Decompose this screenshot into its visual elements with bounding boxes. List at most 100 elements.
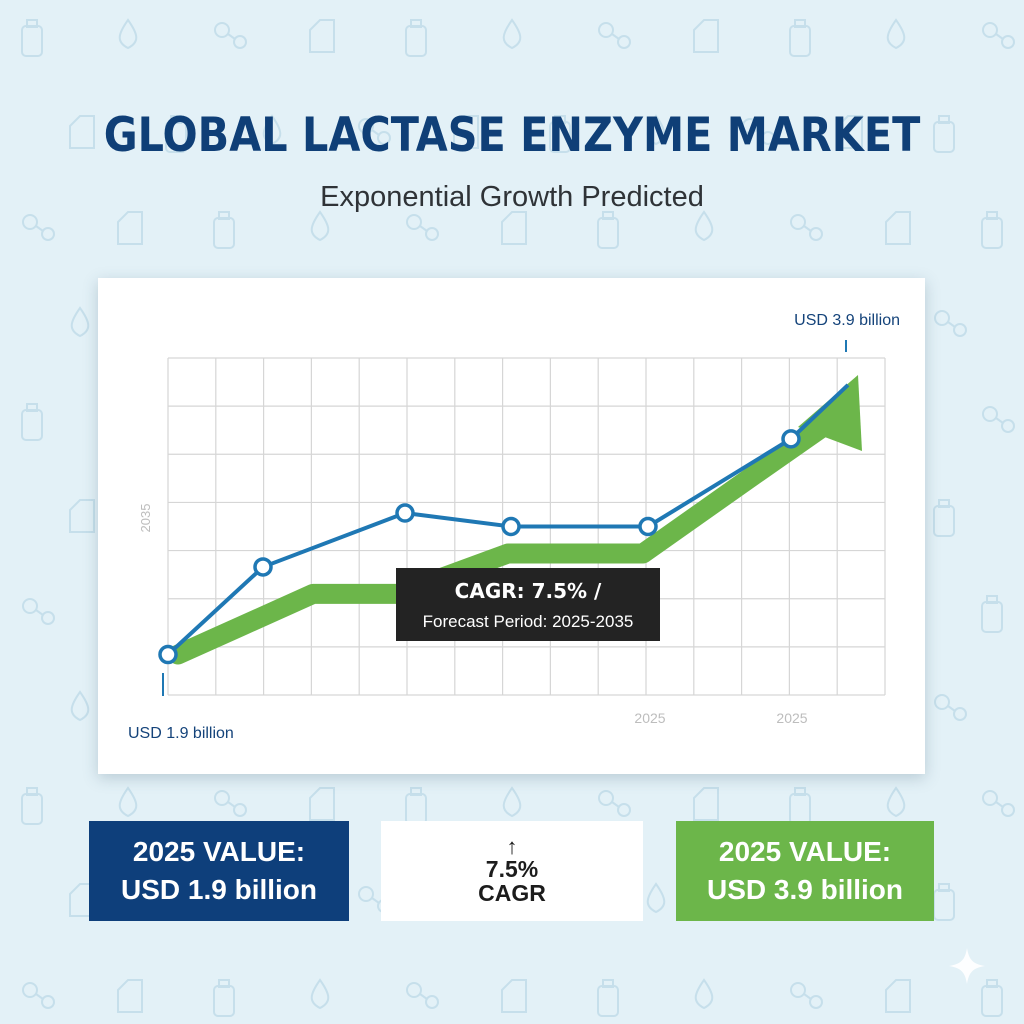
molecule-bond-doodle: [947, 321, 956, 328]
drop-doodle-icon: [886, 18, 906, 50]
data-point-marker: [501, 516, 521, 537]
molecule-doodle-icon: [1001, 35, 1015, 49]
milk-carton-doodle-icon: [117, 979, 143, 1013]
milk-carton-doodle-icon: [885, 211, 911, 245]
line-chart: CAGR: 7.5% / Forecast Period: 2025-2035 U…: [128, 312, 900, 742]
bottle-cap-doodle-icon: [26, 787, 38, 796]
bottle-doodle-icon: [597, 985, 619, 1017]
molecule-doodle-icon: [790, 214, 806, 230]
molecule-doodle-icon: [41, 611, 55, 625]
drop-doodle-icon: [310, 210, 330, 242]
chart-labels: USD 1.9 billion USD 3.9 billion 2035 2025 20…: [128, 312, 900, 742]
bottle-cap-doodle-icon: [986, 595, 998, 604]
cagr-card-percent: 7.5%: [485, 856, 539, 882]
molecule-doodle-icon: [617, 803, 631, 817]
series-line-layer: [158, 340, 850, 696]
drop-doodle-icon: [646, 882, 666, 914]
molecule-doodle-icon: [1001, 419, 1015, 433]
molecule-doodle-icon: [598, 790, 614, 806]
bottle-doodle-icon: [981, 217, 1003, 249]
bottle-cap-doodle-icon: [170, 115, 182, 124]
end-value-label: USD 3.9 billion: [794, 312, 900, 329]
cagr-annotation: CAGR: 7.5% / Forecast Period: 2025-2035: [396, 568, 660, 641]
bottle-cap-doodle-icon: [602, 211, 614, 220]
data-point-marker: [158, 644, 178, 665]
molecule-bond-doodle: [995, 801, 1004, 808]
milk-carton-doodle-icon: [885, 979, 911, 1013]
molecule-bond-doodle: [371, 897, 380, 904]
molecule-doodle-icon: [358, 118, 374, 134]
molecule-bond-doodle: [755, 129, 764, 136]
bottle-cap-doodle-icon: [410, 19, 422, 28]
molecule-doodle-icon: [982, 790, 998, 806]
bottle-cap-doodle-icon: [26, 19, 38, 28]
drop-doodle-icon: [886, 786, 906, 818]
milk-carton-doodle-icon: [693, 787, 719, 821]
bottle-cap-doodle-icon: [794, 787, 806, 796]
molecule-doodle-icon: [358, 886, 374, 902]
end-value-card: 2025 VALUE: USD 3.9 billion: [676, 821, 934, 921]
bottle-doodle-icon: [933, 505, 955, 537]
trend-line: [168, 402, 853, 665]
bottle-doodle-icon: [405, 793, 427, 825]
molecule-doodle-icon: [809, 227, 823, 241]
molecule-bond-doodle: [611, 33, 620, 40]
molecule-doodle-icon: [598, 22, 614, 38]
page-subtitle: Exponential Growth Predicted: [320, 181, 704, 213]
arrow-up-icon: ↑: [506, 834, 518, 859]
molecule-doodle-icon: [1001, 803, 1015, 817]
molecule-bond-doodle: [227, 33, 236, 40]
bottle-cap-doodle-icon: [986, 211, 998, 220]
molecule-bond-doodle: [419, 225, 428, 232]
bottle-cap-doodle-icon: [938, 883, 950, 892]
molecule-doodle-icon: [406, 982, 422, 998]
molecule-bond-doodle: [995, 33, 1004, 40]
cagr-annotation-title: CAGR: 7.5% /: [455, 579, 602, 603]
drop-doodle-icon: [262, 114, 282, 146]
milk-carton-doodle-icon: [309, 19, 335, 53]
molecule-doodle-icon: [934, 694, 950, 710]
trend-layer: [168, 374, 862, 665]
molecule-bond-doodle: [227, 801, 236, 808]
molecule-doodle-icon: [953, 707, 967, 721]
milk-carton-doodle-icon: [501, 211, 527, 245]
molecule-doodle-icon: [809, 995, 823, 1009]
bottle-doodle-icon: [405, 25, 427, 57]
end-value-card-amount: USD 3.9 billion: [706, 874, 904, 905]
page-title: GLOBAL LACTASE ENZYME MARKET: [103, 108, 921, 163]
bottle-doodle-icon: [21, 409, 43, 441]
bottle-doodle-icon: [213, 985, 235, 1017]
milk-carton-doodle-icon: [117, 211, 143, 245]
molecule-doodle-icon: [377, 131, 391, 145]
sparkle-icon: [949, 948, 985, 984]
molecule-doodle-icon: [406, 214, 422, 230]
drop-doodle-icon: [70, 306, 90, 338]
bottle-cap-doodle-icon: [218, 979, 230, 988]
molecule-doodle-icon: [41, 995, 55, 1009]
data-point-marker: [638, 516, 658, 537]
molecule-doodle-icon: [425, 995, 439, 1009]
molecule-doodle-icon: [425, 227, 439, 241]
molecule-doodle-icon: [41, 227, 55, 241]
trend-arrowhead-icon: [798, 374, 862, 451]
bottle-doodle-icon: [789, 25, 811, 57]
drop-doodle-icon: [118, 786, 138, 818]
milk-carton-doodle-icon: [501, 979, 527, 1013]
molecule-bond-doodle: [371, 129, 380, 136]
molecule-doodle-icon: [790, 982, 806, 998]
molecule-doodle-icon: [233, 35, 247, 49]
bottle-cap-doodle-icon: [26, 403, 38, 412]
x-axis-tick-label: 2025: [776, 710, 807, 726]
molecule-doodle-icon: [22, 982, 38, 998]
bottle-doodle-icon: [981, 985, 1003, 1017]
molecule-doodle-icon: [982, 22, 998, 38]
drop-doodle-icon: [118, 18, 138, 50]
cagr-annotation-subtitle: Forecast Period: 2025-2035: [423, 612, 634, 631]
x-axis-tick-label: 2025: [634, 710, 665, 726]
data-point-marker: [253, 557, 273, 577]
milk-carton-doodle-icon: [453, 115, 479, 149]
bottle-cap-doodle-icon: [794, 19, 806, 28]
start-value-card: 2025 VALUE: USD 1.9 billion: [89, 821, 349, 921]
milk-carton-doodle-icon: [693, 19, 719, 53]
molecule-doodle-icon: [982, 406, 998, 422]
